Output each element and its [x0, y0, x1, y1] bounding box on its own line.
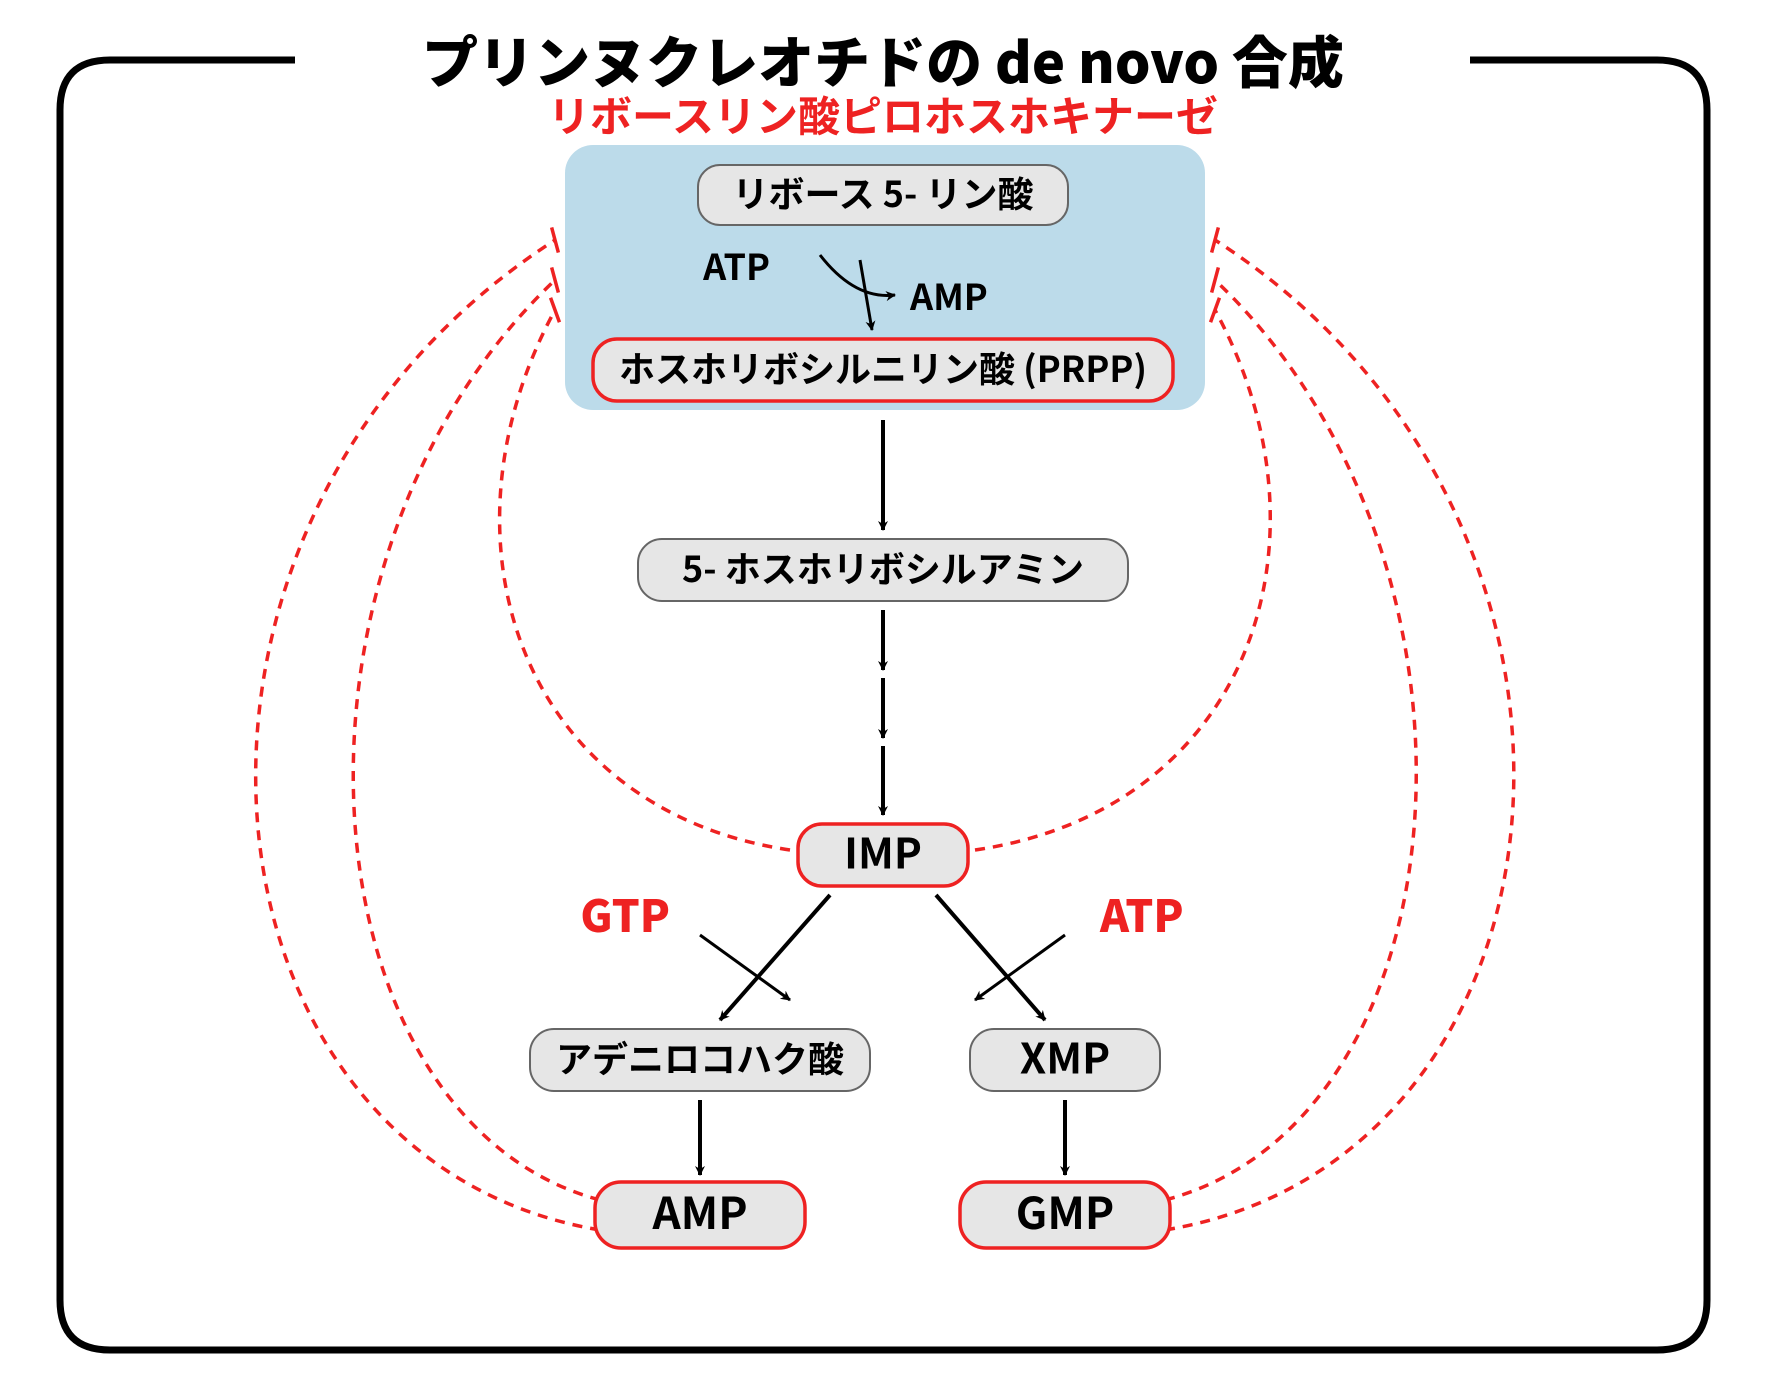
feedback-edge-gmp-inh-outer	[1165, 240, 1514, 1230]
node-label-amp: AMP	[651, 1178, 747, 1242]
node-label-imp: IMP	[844, 820, 922, 881]
cofactor-amp1: AMP	[909, 269, 988, 321]
enzyme-label: リボースリン酸ピロホスホキナーゼ	[548, 83, 1218, 144]
feedback-bar-gmp-inh-inner	[1212, 267, 1219, 292]
arrow-imp-xmp	[936, 895, 1045, 1020]
feedback-edge-gmp-inh-inner	[1165, 280, 1416, 1200]
node-label-gmp: GMP	[1016, 1178, 1114, 1242]
feedback-bar-imp-inh-right	[1211, 298, 1220, 322]
diagram-stage: プリンヌクレオチドの de novo 合成リボースリン酸ピロホスホキナーゼリボー…	[0, 0, 1767, 1392]
node-label-asucc: アデニロコハク酸	[556, 1031, 844, 1083]
cofactor-atp1: ATP	[702, 239, 770, 291]
cofactor-gtp: GTP	[580, 881, 670, 945]
diagram-svg: プリンヌクレオチドの de novo 合成リボースリン酸ピロホスホキナーゼリボー…	[0, 0, 1767, 1392]
arrow-imp-asucc	[720, 895, 830, 1020]
node-label-prpp: ホスホリボシルニリン酸 (PRPP)	[619, 341, 1147, 393]
node-label-xmp: XMP	[1020, 1025, 1110, 1086]
node-label-pra: 5- ホスホリボシルアミン	[682, 541, 1084, 593]
feedback-bar-amp-inh-inner	[552, 267, 559, 292]
cofactor-atp2: ATP	[1099, 881, 1184, 945]
node-label-r5p: リボース 5- リン酸	[732, 166, 1033, 218]
